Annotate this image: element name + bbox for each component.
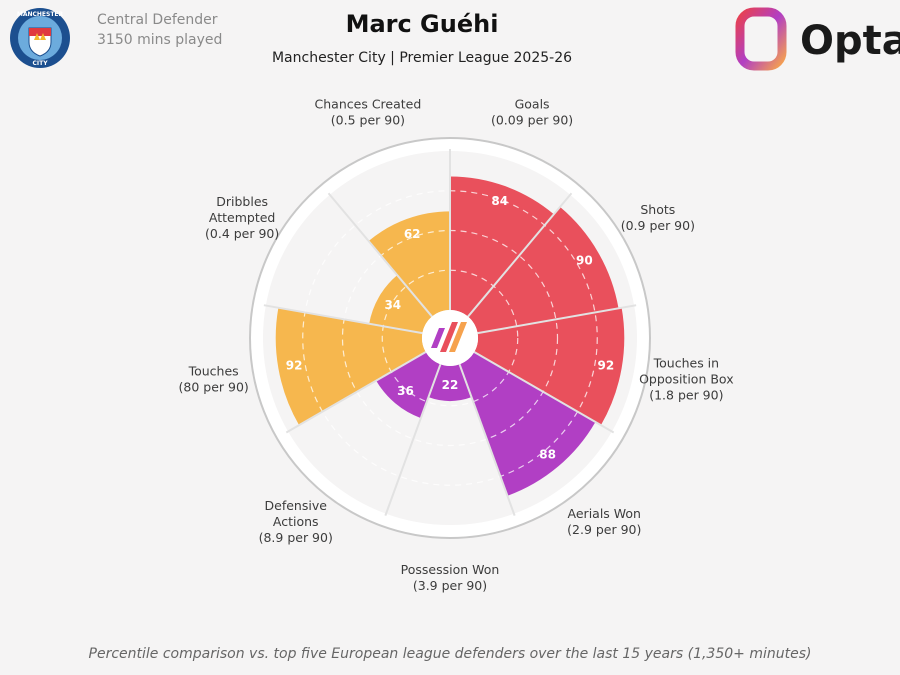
- divider-line: [263, 304, 423, 335]
- category-per90: (80 per 90): [179, 380, 249, 395]
- value-labels-layer: 84 90 92 88 22 36 92 34 62: [286, 194, 614, 461]
- pizza-chart: 84 90 92 88 22 36 92 34 62 Goals (0.09 per 90) Sho…: [179, 96, 734, 593]
- divider-line: [477, 304, 637, 335]
- value-label: 34: [384, 298, 401, 312]
- category-label: Shots (0.9 per 90): [621, 202, 695, 233]
- slice-possession-won: [428, 364, 472, 401]
- opta-wordmark: Opta: [800, 18, 900, 64]
- crest-shield-band: [29, 28, 51, 36]
- center-logo: [422, 310, 478, 366]
- category-per90: (2.9 per 90): [567, 522, 641, 537]
- divider-line: [285, 351, 427, 434]
- grid-circle: [381, 269, 519, 407]
- category-name: Defensive: [265, 498, 328, 513]
- slice-chances-created: [368, 211, 450, 317]
- category-label: Dribbles Attempted (0.4 per 90): [205, 194, 279, 241]
- category-label: Chances Created (0.5 per 90): [315, 96, 422, 127]
- slice-touches: [275, 307, 426, 426]
- category-per90: (0.4 per 90): [205, 226, 279, 241]
- dividers-layer: [263, 149, 637, 516]
- category-label: Touches in Opposition Box (1.8 per 90): [639, 356, 734, 403]
- category-name: Opposition Box: [639, 372, 734, 387]
- category-name: Touches: [188, 364, 239, 379]
- category-name: Actions: [273, 514, 319, 529]
- divider-line: [473, 351, 615, 434]
- value-label: 90: [576, 253, 593, 267]
- value-label: 92: [598, 358, 615, 372]
- slice-shots: [467, 206, 619, 334]
- crest-ship-icon: [34, 33, 46, 40]
- player-title: Marc Guéhi: [346, 10, 499, 38]
- category-name: Shots: [640, 202, 675, 217]
- slice-touches-in-opposition-box: [474, 307, 625, 426]
- divider-line: [458, 363, 516, 516]
- divider-line: [467, 192, 573, 318]
- category-name: Aerials Won: [568, 506, 641, 521]
- club-crest: MANCHESTER CITY: [10, 8, 70, 68]
- category-name: Chances Created: [315, 96, 422, 111]
- opta-logo: Opta: [735, 7, 900, 71]
- category-name: Attempted: [209, 210, 275, 225]
- category-per90: (1.8 per 90): [649, 388, 723, 403]
- center-logo-stripe-3: [431, 328, 445, 348]
- chart-subtitle: Manchester City | Premier League 2025-26: [272, 50, 572, 66]
- slice-goals: [450, 176, 554, 317]
- divider-line: [327, 192, 433, 318]
- category-per90: (0.09 per 90): [491, 112, 573, 127]
- crest-top-text: MANCHESTER: [17, 11, 64, 18]
- center-logo-stripe-2: [449, 322, 467, 352]
- category-name: Touches in: [653, 356, 719, 371]
- category-name: Goals: [515, 96, 550, 111]
- opta-mark-icon: [735, 7, 787, 71]
- category-per90: (8.9 per 90): [259, 530, 333, 545]
- minutes-played: 3150 mins played: [97, 32, 222, 48]
- category-label: Defensive Actions (8.9 per 90): [259, 498, 333, 545]
- category-label: Aerials Won (2.9 per 90): [567, 506, 641, 537]
- category-label: Touches (80 per 90): [179, 364, 249, 395]
- player-position: Central Defender: [97, 12, 218, 28]
- category-label: Goals (0.09 per 90): [491, 96, 573, 127]
- value-label: 62: [404, 227, 421, 241]
- value-label: 84: [491, 194, 508, 208]
- value-label: 92: [286, 358, 303, 372]
- slice-defensive-actions: [376, 352, 441, 419]
- crest-bottom-text: CITY: [32, 60, 48, 67]
- divider-line: [384, 363, 442, 516]
- category-labels-layer: Goals (0.09 per 90) Shots (0.9 per 90) Touch…: [179, 96, 734, 593]
- category-name: Dribbles: [216, 194, 268, 209]
- slice-aerials-won: [459, 352, 596, 496]
- center-logo-stripe-1: [440, 322, 458, 352]
- footer-note: Percentile comparison vs. top five Europ…: [89, 646, 812, 662]
- category-per90: (0.5 per 90): [331, 112, 405, 127]
- value-label: 22: [442, 378, 459, 392]
- category-label: Possession Won (3.9 per 90): [401, 562, 500, 593]
- slices-layer: [263, 151, 638, 526]
- category-name: Possession Won: [401, 562, 500, 577]
- value-label: 88: [539, 447, 556, 461]
- category-per90: (0.9 per 90): [621, 218, 695, 233]
- category-per90: (3.9 per 90): [413, 578, 487, 593]
- value-label: 36: [397, 384, 414, 398]
- slice-background: [386, 364, 514, 526]
